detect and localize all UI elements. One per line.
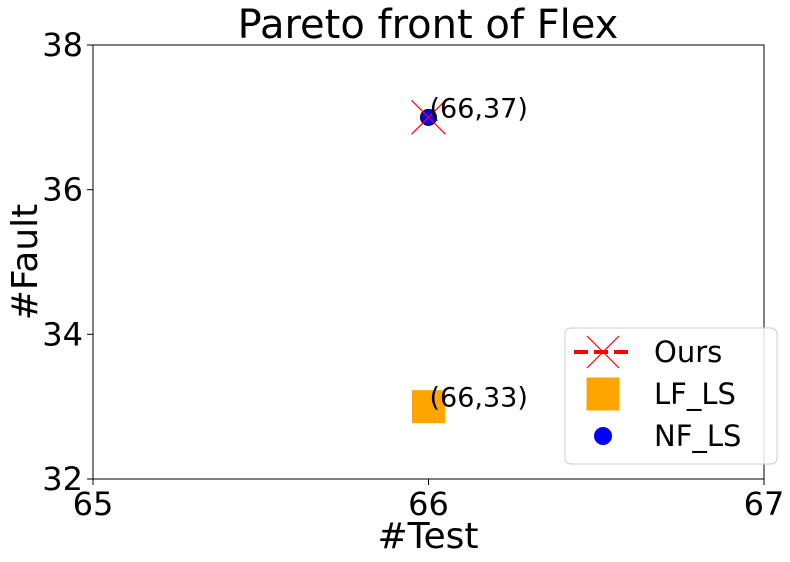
y-tick-label: 32: [42, 460, 83, 498]
legend-label: LF_LS: [654, 377, 736, 411]
legend-label: NF_LS: [654, 419, 741, 453]
x-marker-stroke: [586, 335, 620, 369]
legend-item-lf-ls: LF_LS: [586, 377, 736, 411]
point-annotation: (66,33): [430, 383, 528, 414]
y-tick-label: 34: [42, 315, 83, 353]
x-tick-label: 66: [408, 485, 449, 523]
y-axis: 32 34 36 38: [42, 26, 93, 498]
legend-label: Ours: [654, 335, 722, 369]
legend-item-ours: Ours: [574, 335, 722, 369]
point-annotation: (66,37): [430, 93, 528, 124]
legend-item-nf-ls: NF_LS: [594, 419, 741, 453]
y-tick-label: 38: [42, 26, 83, 64]
point-lf-ls: [412, 390, 445, 424]
data-marks: [411, 99, 446, 424]
legend-square-marker: [586, 377, 620, 411]
x-axis: 65 66 67: [73, 479, 785, 523]
legend-x-marker: [586, 335, 620, 369]
x-tick-label: 65: [73, 485, 114, 523]
x-marker-stroke: [411, 99, 446, 135]
chart-title: Pareto front of Flex: [238, 2, 619, 48]
legend-circle-marker: [594, 427, 612, 445]
annotations: (66,37) (66,33): [430, 93, 528, 413]
legend: Ours LF_LS NF_LS: [564, 327, 778, 465]
y-tick-label: 36: [42, 171, 83, 209]
x-tick-label: 67: [744, 485, 785, 523]
point-ours: [411, 99, 446, 135]
y-axis-title: #Fault: [5, 204, 46, 321]
x-axis-title: #Test: [377, 516, 478, 557]
legend-box: [564, 327, 778, 465]
